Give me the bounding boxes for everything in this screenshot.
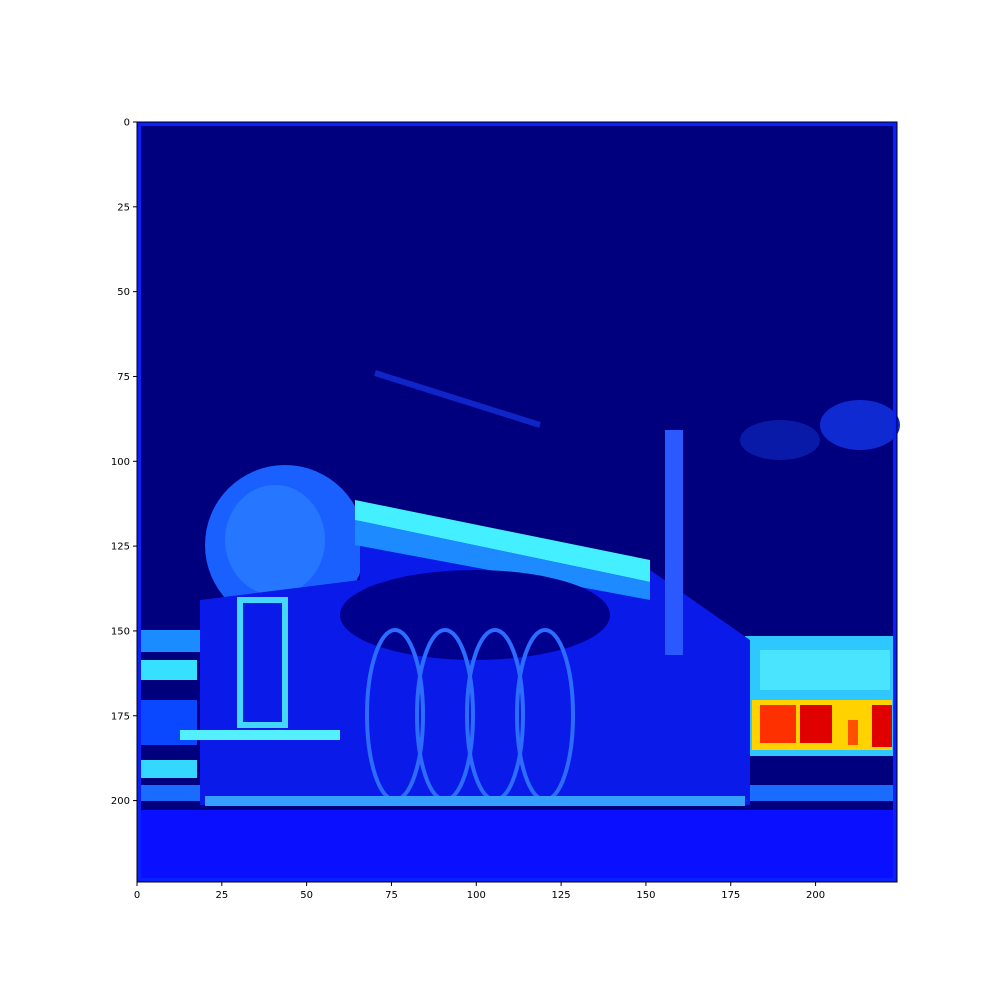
heatmap-body-streak bbox=[180, 730, 340, 740]
x-tick-label: 0 bbox=[134, 890, 140, 901]
heatmap-left-stripe bbox=[137, 760, 197, 778]
heatmap-right-stripe-glow bbox=[760, 650, 890, 690]
heatmap-hot-spot-core bbox=[800, 705, 832, 743]
heatmap-hot-spot-core bbox=[872, 705, 892, 747]
x-tick-label: 150 bbox=[636, 890, 655, 901]
heatmap-boiler-highlight bbox=[355, 500, 650, 582]
y-tick-label: 0 bbox=[124, 118, 130, 129]
heatmap-cloud-top-right bbox=[820, 400, 900, 450]
heatmap-smoke-cloud-inner bbox=[225, 485, 325, 595]
y-axis-ticks: 0 25 50 75 100 125 150 175 200 bbox=[111, 118, 137, 807]
plot-area bbox=[137, 122, 900, 882]
x-tick-label: 175 bbox=[721, 890, 740, 901]
y-tick-label: 200 bbox=[111, 796, 130, 807]
y-tick-label: 150 bbox=[111, 626, 130, 637]
x-tick-label: 200 bbox=[806, 890, 825, 901]
heatmap-stack bbox=[665, 430, 683, 655]
x-tick-label: 25 bbox=[215, 890, 228, 901]
heatmap-front-outline bbox=[237, 597, 288, 728]
heatmap-ground-band bbox=[137, 810, 897, 882]
x-axis-ticks: 0 25 50 75 100 125 150 175 200 bbox=[134, 882, 825, 901]
x-tick-label: 100 bbox=[467, 890, 486, 901]
heatmap-hot-spot-core bbox=[760, 705, 796, 743]
heatmap-left-stripe bbox=[137, 660, 197, 680]
heatmap-hot-spot-core bbox=[848, 720, 858, 745]
y-tick-label: 175 bbox=[111, 711, 130, 722]
x-tick-label: 75 bbox=[385, 890, 398, 901]
heatmap-wire bbox=[374, 370, 541, 428]
axes-frame bbox=[136, 121, 898, 883]
y-tick-label: 75 bbox=[117, 372, 130, 383]
y-tick-label: 25 bbox=[117, 202, 130, 213]
y-tick-label: 125 bbox=[111, 542, 130, 553]
y-tick-label: 50 bbox=[117, 287, 130, 298]
heatmap-body-streak bbox=[205, 796, 745, 806]
x-tick-label: 50 bbox=[300, 890, 313, 901]
heatmap-cloud-top-right bbox=[740, 420, 820, 460]
y-tick-label: 100 bbox=[111, 457, 130, 468]
heatmap-edge bbox=[137, 122, 897, 882]
heatmap-left-stripe bbox=[137, 630, 212, 652]
heatmap-boiler-band bbox=[355, 520, 650, 600]
x-tick-label: 125 bbox=[552, 890, 571, 901]
